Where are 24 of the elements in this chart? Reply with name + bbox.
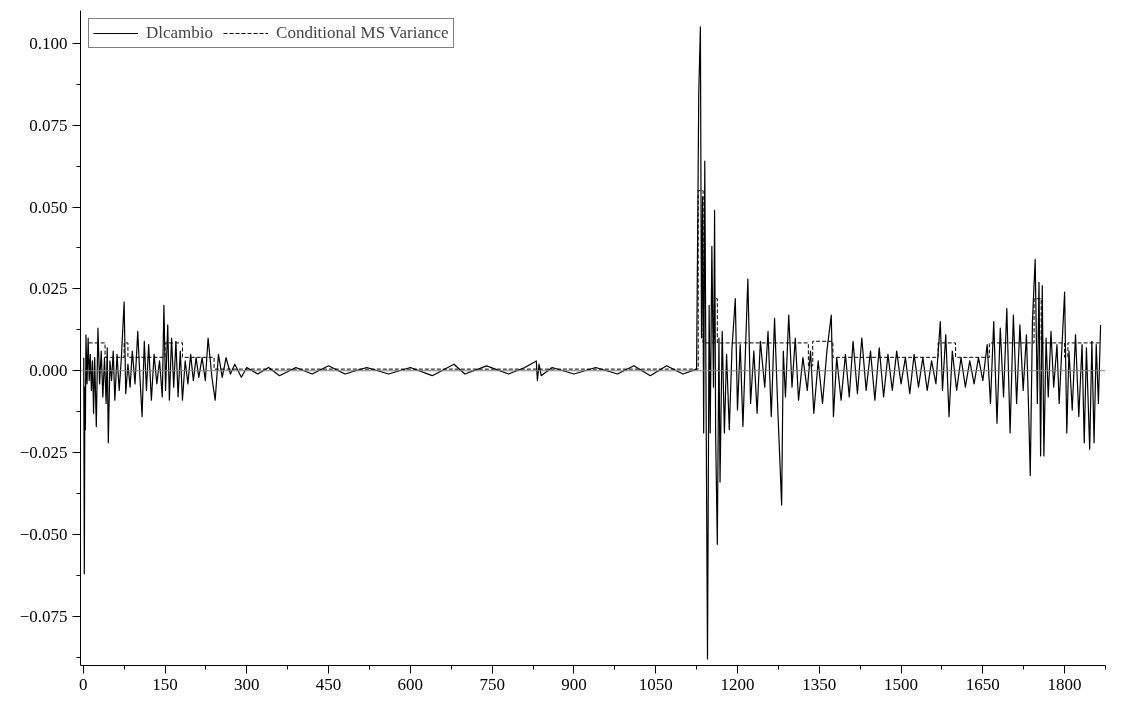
y-tick-label: 0.100 (29, 33, 68, 53)
x-tick-label: 1800 (1047, 674, 1082, 694)
x-tick-label: 1350 (802, 674, 837, 694)
x-tick-label: 300 (234, 674, 260, 694)
x-tick-label: 0 (78, 674, 88, 694)
x-tick-label: 150 (152, 674, 178, 694)
legend-label: Conditional MS Variance (276, 23, 449, 43)
x-tick-label: 1500 (884, 674, 919, 694)
y-tick-label: 0.000 (29, 361, 68, 381)
y-tick-label: −0.025 (19, 443, 68, 463)
legend-label: Dlcambio (146, 23, 214, 43)
line-series (83, 26, 1102, 660)
y-tick-label: −0.075 (19, 606, 68, 626)
y-tick-label: 0.050 (29, 197, 68, 217)
x-tick-label: 600 (397, 674, 424, 694)
x-tick-label: 1050 (638, 674, 673, 694)
x-tick-label: 750 (479, 674, 505, 694)
x-tick-label: 1650 (965, 674, 1000, 694)
x-tick-label: 900 (561, 674, 587, 694)
y-tick-label: 0.025 (29, 279, 68, 299)
y-tick-label: 0.075 (29, 115, 68, 135)
x-tick-label: 450 (315, 674, 342, 694)
x-tick-label: 1200 (720, 674, 755, 694)
y-tick-label: −0.050 (19, 525, 68, 544)
